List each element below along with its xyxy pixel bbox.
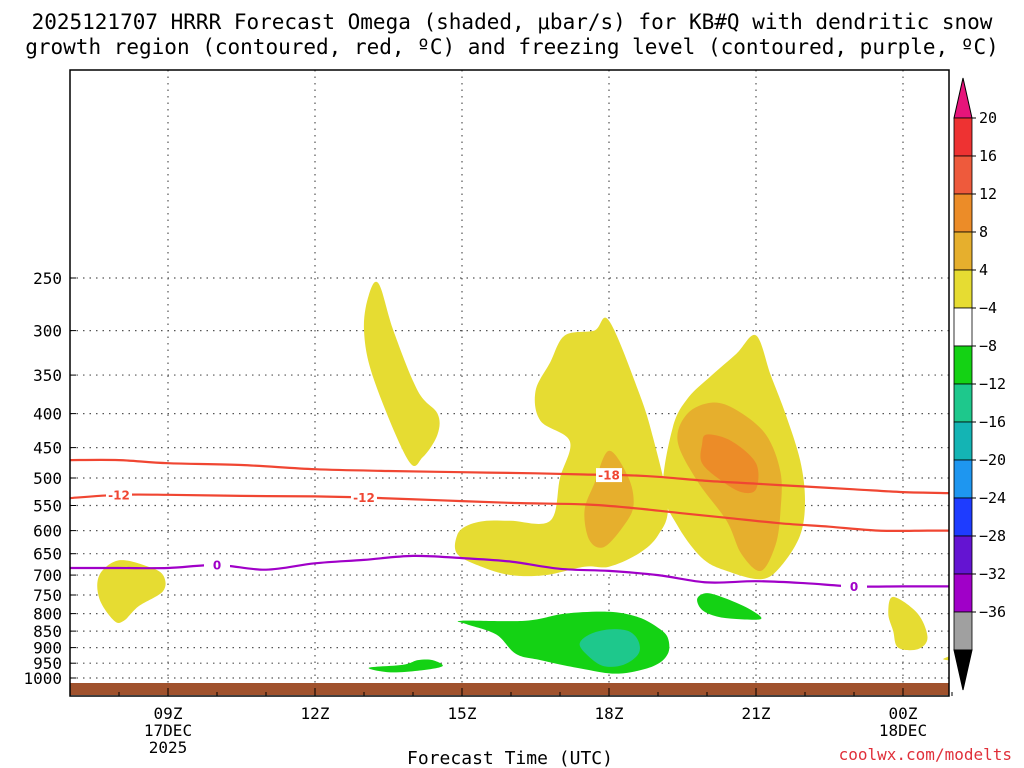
y-axis: 2503003504004505005506006507007508008509…	[23, 269, 76, 688]
colorbar-tick-label: −20	[979, 451, 1006, 469]
dgz-upper-contour-label: -18	[598, 469, 620, 483]
x-tick-label: 15Z	[448, 704, 477, 723]
x-tick-label: 17DEC	[144, 721, 192, 740]
colorbar-swatch	[953, 611, 973, 651]
y-tick-label-950: 950	[33, 654, 62, 673]
teal-lower-18z	[579, 629, 640, 667]
colorbar-swatch	[953, 307, 973, 347]
colorbar-swatch	[953, 231, 973, 271]
colorbar-swatch	[953, 535, 973, 575]
colorbar-tick-label: −36	[979, 603, 1006, 621]
chart-title-line-2: growth region (contoured, red, ºC) and f…	[25, 35, 999, 59]
colorbar-swatch	[953, 345, 973, 385]
colorbar-top-arrow	[953, 77, 973, 119]
y-tick-label-350: 350	[33, 366, 62, 385]
y-tick-label-250: 250	[33, 269, 62, 288]
colorbar-bottom-arrow	[953, 649, 973, 691]
x-tick-label: 00Z	[889, 704, 918, 723]
dgz-upper-contour	[70, 458, 949, 495]
colorbar-swatch	[953, 459, 973, 499]
y-tick-label-800: 800	[33, 605, 62, 624]
y-tick-label-550: 550	[33, 497, 62, 516]
freezing-level-contour-label-bg	[204, 558, 230, 573]
plot-frame	[69, 69, 950, 697]
y-tick-label-500: 500	[33, 469, 62, 488]
dgz-lower-contour-label: -12	[108, 488, 130, 502]
freezing-level-contour-label: 0	[213, 559, 221, 573]
colorbar-tick-label: 12	[979, 185, 997, 203]
contour-labels: -18 -12 -12 0 0	[106, 468, 867, 594]
colorbar-swatch	[953, 497, 973, 537]
orange-right-20z	[700, 434, 759, 494]
x-axis-label: Forecast Time (UTC)	[407, 748, 613, 768]
yellow-upper-13z	[363, 281, 440, 467]
y-tick-label-300: 300	[33, 322, 62, 341]
x-tick-label: 21Z	[742, 704, 771, 723]
colorbar-tick-label: −24	[979, 489, 1006, 507]
plot-area	[70, 70, 949, 696]
green-small-20z	[697, 593, 762, 620]
credit-text: coolwx.com/modelts	[839, 745, 1012, 764]
colorbar-tick-label: −28	[979, 527, 1006, 545]
colorbar-tick-label: 8	[979, 223, 988, 241]
y-tick-label-700: 700	[33, 566, 62, 585]
ground-surface	[70, 683, 949, 695]
x-tick-label: 2025	[149, 738, 188, 757]
colorbar-tick-label: −32	[979, 565, 1006, 583]
y-tick-label-650: 650	[33, 545, 62, 564]
colorbar-tick-label: −12	[979, 375, 1006, 393]
colorbar-tick-label: −4	[979, 299, 997, 317]
green-small-13z	[368, 659, 443, 673]
x-tick-label: 09Z	[154, 704, 183, 723]
colorbar-swatch	[953, 421, 973, 461]
chart-title-line-1: 2025121707 HRRR Forecast Omega (shaded, …	[32, 10, 993, 34]
x-tick-label: 18DEC	[879, 721, 927, 740]
colorbar-tick-label: 20	[979, 109, 997, 127]
dgz-lower-contour-label-bg	[106, 487, 132, 502]
y-tick-label-850: 850	[33, 622, 62, 641]
freezing-level-contour-label-bg	[841, 579, 867, 594]
y-tick-label-750: 750	[33, 586, 62, 605]
x-tick-label: 12Z	[301, 704, 330, 723]
freezing-level-contour-label: 0	[850, 580, 858, 594]
colorbar-tick-label: 4	[979, 261, 988, 279]
x-tick-label: 18Z	[595, 704, 624, 723]
colorbar-tick-label: −16	[979, 413, 1006, 431]
colorbar-tick-label: 16	[979, 147, 997, 165]
dgz-lower-contour-label: -12	[353, 491, 375, 505]
dgz-lower-contour-label-bg	[351, 490, 377, 505]
colorbar-swatch	[953, 155, 973, 195]
yellow-small-25z	[888, 596, 928, 651]
colorbar-swatch	[953, 383, 973, 423]
colorbar-tick-label: −8	[979, 337, 997, 355]
colorbar-swatch	[953, 117, 973, 157]
colorbar-swatch	[953, 269, 973, 309]
yellow-edge-26z	[943, 656, 949, 661]
dgz-lower-contour	[70, 493, 949, 533]
y-tick-label-400: 400	[33, 405, 62, 424]
omega-shaded-regions	[97, 281, 949, 674]
y-tick-label-450: 450	[33, 439, 62, 458]
y-tick-label-600: 600	[33, 522, 62, 541]
colorbar: 20 16 12 8 4 −4 −8 −12 −16 −20 −24 −28 −32 −36	[953, 77, 1006, 691]
colorbar-swatch	[953, 573, 973, 613]
colorbar-swatch	[953, 193, 973, 233]
y-tick-label-900: 900	[33, 639, 62, 658]
y-tick-label-1000: 1000	[23, 669, 62, 688]
dgz-upper-contour-label-bg	[596, 468, 622, 483]
yellow-left-08z	[97, 560, 166, 624]
